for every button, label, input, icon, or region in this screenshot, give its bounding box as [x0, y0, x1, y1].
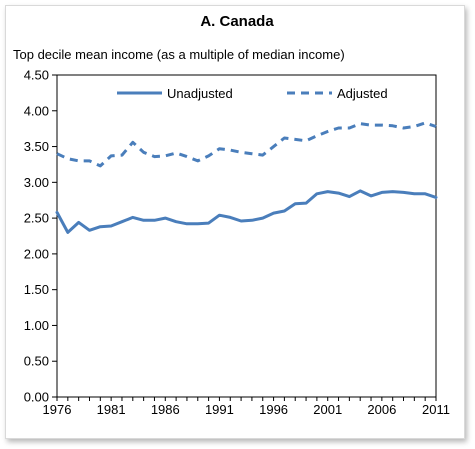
y-axis-label: Top decile mean income (as a multiple of…: [13, 47, 345, 62]
x-tick-label: 1976: [43, 402, 72, 417]
series-layer: [55, 121, 438, 234]
legend-label-adjusted: Adjusted: [337, 86, 388, 101]
y-tick-label: 1.00: [24, 318, 49, 333]
y-tick-label: 2.00: [24, 246, 49, 261]
x-tick-label: 1981: [97, 402, 126, 417]
y-tick-label: 1.50: [24, 282, 49, 297]
x-tick-label: 1986: [151, 402, 180, 417]
chart-frame: [5, 5, 465, 439]
x-tick-label: 1996: [259, 402, 288, 417]
x-tick-label: 2001: [313, 402, 342, 417]
chart-title: A. Canada: [200, 13, 274, 30]
y-tick-label: 2.50: [24, 211, 49, 226]
x-tick-label: 2006: [367, 402, 396, 417]
y-tick-label: 0.50: [24, 354, 49, 369]
y-tick-label: 3.50: [24, 139, 49, 154]
x-tick-label: 2011: [422, 402, 450, 417]
y-tick-label: 3.00: [24, 175, 49, 190]
y-tick-label: 4.00: [24, 103, 49, 118]
plot-area-frame: [56, 74, 437, 398]
legend: Unadjusted Adjusted: [117, 86, 388, 101]
series-line-unadjusted: [55, 189, 438, 234]
y-tick-label: 0.00: [24, 390, 49, 405]
axes: 0.00 0.50 1.00 1.50 2.00 2.50 3.00 3.50 4.00 4.50…: [24, 68, 450, 418]
legend-label-unadjusted: Unadjusted: [167, 86, 233, 101]
x-tick-label: 1991: [205, 402, 234, 417]
series-line-adjusted: [56, 121, 437, 168]
y-tick-label: 4.50: [24, 68, 49, 83]
